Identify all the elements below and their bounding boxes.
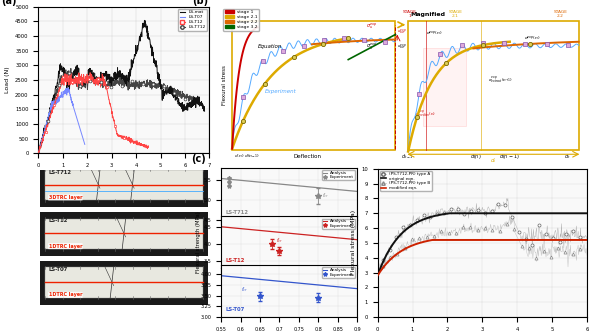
Bar <box>45 218 202 249</box>
Y-axis label: Flexural strength (MPa): Flexural strength (MPa) <box>196 211 201 273</box>
Text: $\sigma^{exp}(n)$: $\sigma^{exp}(n)$ <box>525 35 540 43</box>
Text: $\sigma^{exp}_{median}(n)$: $\sigma^{exp}_{median}(n)$ <box>415 109 437 119</box>
Text: Experiment: Experiment <box>265 89 297 94</box>
Bar <box>45 267 202 298</box>
Bar <box>40 261 208 305</box>
Text: $f_{cr}$: $f_{cr}$ <box>276 236 283 245</box>
X-axis label: Deflection (mm): Deflection (mm) <box>99 173 149 178</box>
Text: LS-T712: LS-T712 <box>48 169 71 175</box>
Text: STAGE
1: STAGE 1 <box>403 10 417 18</box>
Text: Deflection: Deflection <box>294 154 322 159</box>
Text: Magnified: Magnified <box>410 12 445 17</box>
Legend: Analysis, Experiment: Analysis, Experiment <box>322 218 355 229</box>
Bar <box>408 21 579 150</box>
Bar <box>45 170 202 200</box>
Text: 3DTRC layer: 3DTRC layer <box>48 195 82 200</box>
Text: 1DTRC layer: 1DTRC layer <box>48 292 82 297</box>
Text: STAGE
2.2: STAGE 2.2 <box>553 10 568 18</box>
Text: LS-T07: LS-T07 <box>48 267 68 272</box>
Text: $f_{cr}$: $f_{cr}$ <box>241 285 248 294</box>
Y-axis label: Flexural stress (MPa): Flexural stress (MPa) <box>350 210 356 275</box>
Text: Flexural stress: Flexural stress <box>222 65 227 105</box>
Text: $d_{u\sigma}^{exp}$: $d_{u\sigma}^{exp}$ <box>397 28 407 37</box>
Text: Equation: Equation <box>258 44 282 49</box>
Text: $d_i$: $d_i$ <box>490 156 497 165</box>
Text: LS-T12: LS-T12 <box>225 258 244 263</box>
Text: (a): (a) <box>1 0 16 6</box>
Legend: Analysis, Experiment: Analysis, Experiment <box>322 170 355 180</box>
Legend: Analysis, Experiment: Analysis, Experiment <box>322 267 355 278</box>
Bar <box>422 48 466 127</box>
Text: $\sigma_u^{exp}$: $\sigma_u^{exp}$ <box>366 21 378 31</box>
Text: STAGE
2.1: STAGE 2.1 <box>448 10 463 18</box>
Text: (c): (c) <box>191 154 206 164</box>
Text: $d_t$: $d_t$ <box>564 152 571 161</box>
Legend: LS-mat, LS-T07, LS-T12, LS-T712: LS-mat, LS-T07, LS-T12, LS-T712 <box>178 9 207 31</box>
Text: $d_{u\sigma}^{exp}$: $d_{u\sigma}^{exp}$ <box>397 43 407 52</box>
Y-axis label: Load (N): Load (N) <box>5 67 9 93</box>
Bar <box>40 212 208 256</box>
Text: $d(n)$ $d(n_{-1})$: $d(n)$ $d(n_{-1})$ <box>234 153 260 161</box>
Legend: (PS-T712-PR) type A, original eqn., (PS-T712-PR) type B, modified eqn.: (PS-T712-PR) type A, original eqn., (PS-… <box>380 171 432 191</box>
Bar <box>232 21 395 150</box>
Text: LS-T07: LS-T07 <box>225 307 244 312</box>
Text: 1DTRC layer: 1DTRC layer <box>48 244 82 249</box>
Text: $d(n-1)$: $d(n-1)$ <box>499 152 519 161</box>
Text: $d(n)$: $d(n)$ <box>470 152 481 161</box>
Text: $\sigma^{exp}_{extract}(n_{+1})$: $\sigma^{exp}_{extract}(n_{+1})$ <box>488 76 513 86</box>
Text: $f_{cr}$: $f_{cr}$ <box>322 191 329 200</box>
Text: (b): (b) <box>192 0 208 6</box>
Text: $d_{t-1}$: $d_{t-1}$ <box>401 152 414 161</box>
Bar <box>40 164 208 207</box>
Text: $\sigma^{exp}(n)$: $\sigma^{exp}(n)$ <box>426 29 442 37</box>
Text: $\sigma_0^{exp}$: $\sigma_0^{exp}$ <box>366 42 378 52</box>
Text: LS-T712: LS-T712 <box>225 209 248 214</box>
Legend: stage 1, stage 2.1, stage 2.2, stage 3.2: stage 1, stage 2.1, stage 2.2, stage 3.2 <box>224 9 259 31</box>
Text: LS-T12: LS-T12 <box>48 218 68 223</box>
